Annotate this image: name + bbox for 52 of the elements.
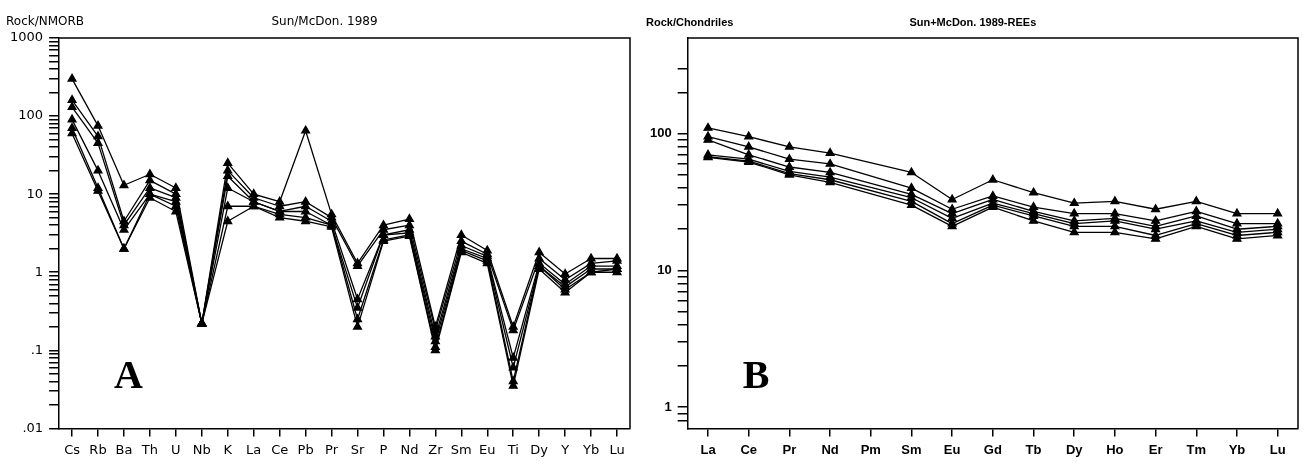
x-tick-label: Rb <box>89 441 107 457</box>
x-tick-label: Nd <box>821 441 839 457</box>
x-tick-label: Sm <box>450 441 472 457</box>
x-tick-label: Pb <box>297 441 314 457</box>
x-tick-label: Sm <box>901 441 922 457</box>
x-tick-label: Zr <box>428 441 444 457</box>
y-axis-title: Rock/NMORB <box>6 14 85 29</box>
x-tick-label: Tm <box>1186 441 1207 457</box>
annotation: B <box>742 352 770 398</box>
chart-title: Sun/McDon. 1989 <box>271 14 378 29</box>
x-tick-label: Sr <box>350 441 365 457</box>
x-tick-label: La <box>700 441 717 457</box>
y-tick-label: 10 <box>657 261 672 277</box>
y-tick-label: .1 <box>30 341 44 357</box>
x-tick-label: Pr <box>782 441 797 457</box>
x-tick-label: Dy <box>530 441 549 457</box>
x-tick-label: Ba <box>115 441 133 457</box>
y-tick-label: 1000 <box>9 29 44 45</box>
x-tick-label: Nb <box>192 441 211 457</box>
x-tick-label: K <box>223 441 233 457</box>
x-tick-label: Eu <box>943 441 961 457</box>
x-tick-label: Ce <box>271 441 289 457</box>
x-tick-label: Lu <box>1269 441 1286 457</box>
x-tick-label: Ho <box>1106 441 1124 457</box>
y-tick-label: 100 <box>649 125 672 141</box>
x-tick-label: La <box>246 441 262 457</box>
x-tick-label: Er <box>1148 441 1163 457</box>
y-tick-label: 1 <box>664 398 672 414</box>
x-tick-label: Yb <box>581 441 600 457</box>
y-axis-title: Rock/Chondriles <box>646 15 734 28</box>
x-tick-label: Eu <box>479 441 496 457</box>
y-tick-label: 10 <box>26 185 44 201</box>
x-tick-label: P <box>379 441 388 457</box>
x-tick-label: Gd <box>983 441 1002 457</box>
x-tick-label: Dy <box>1065 441 1084 457</box>
x-tick-label: Y <box>560 441 570 457</box>
y-tick-label: 100 <box>18 107 44 123</box>
x-tick-label: Lu <box>609 441 625 457</box>
x-tick-label: Pm <box>860 441 881 457</box>
chart-title: Sun+McDon. 1989-REEs <box>909 15 1037 28</box>
x-tick-label: U <box>171 441 181 457</box>
x-tick-label: Cs <box>64 441 81 457</box>
x-tick-label: Tb <box>1025 441 1042 457</box>
x-tick-label: Ce <box>740 441 758 457</box>
annotation: A <box>114 352 144 398</box>
y-tick-label: 1 <box>34 263 44 279</box>
x-tick-label: Ti <box>506 441 519 457</box>
x-tick-label: Yb <box>1228 441 1246 457</box>
x-tick-label: Th <box>140 441 159 457</box>
x-tick-label: Nd <box>400 441 419 457</box>
y-tick-label: .01 <box>22 419 44 435</box>
x-tick-label: Pr <box>325 441 339 457</box>
